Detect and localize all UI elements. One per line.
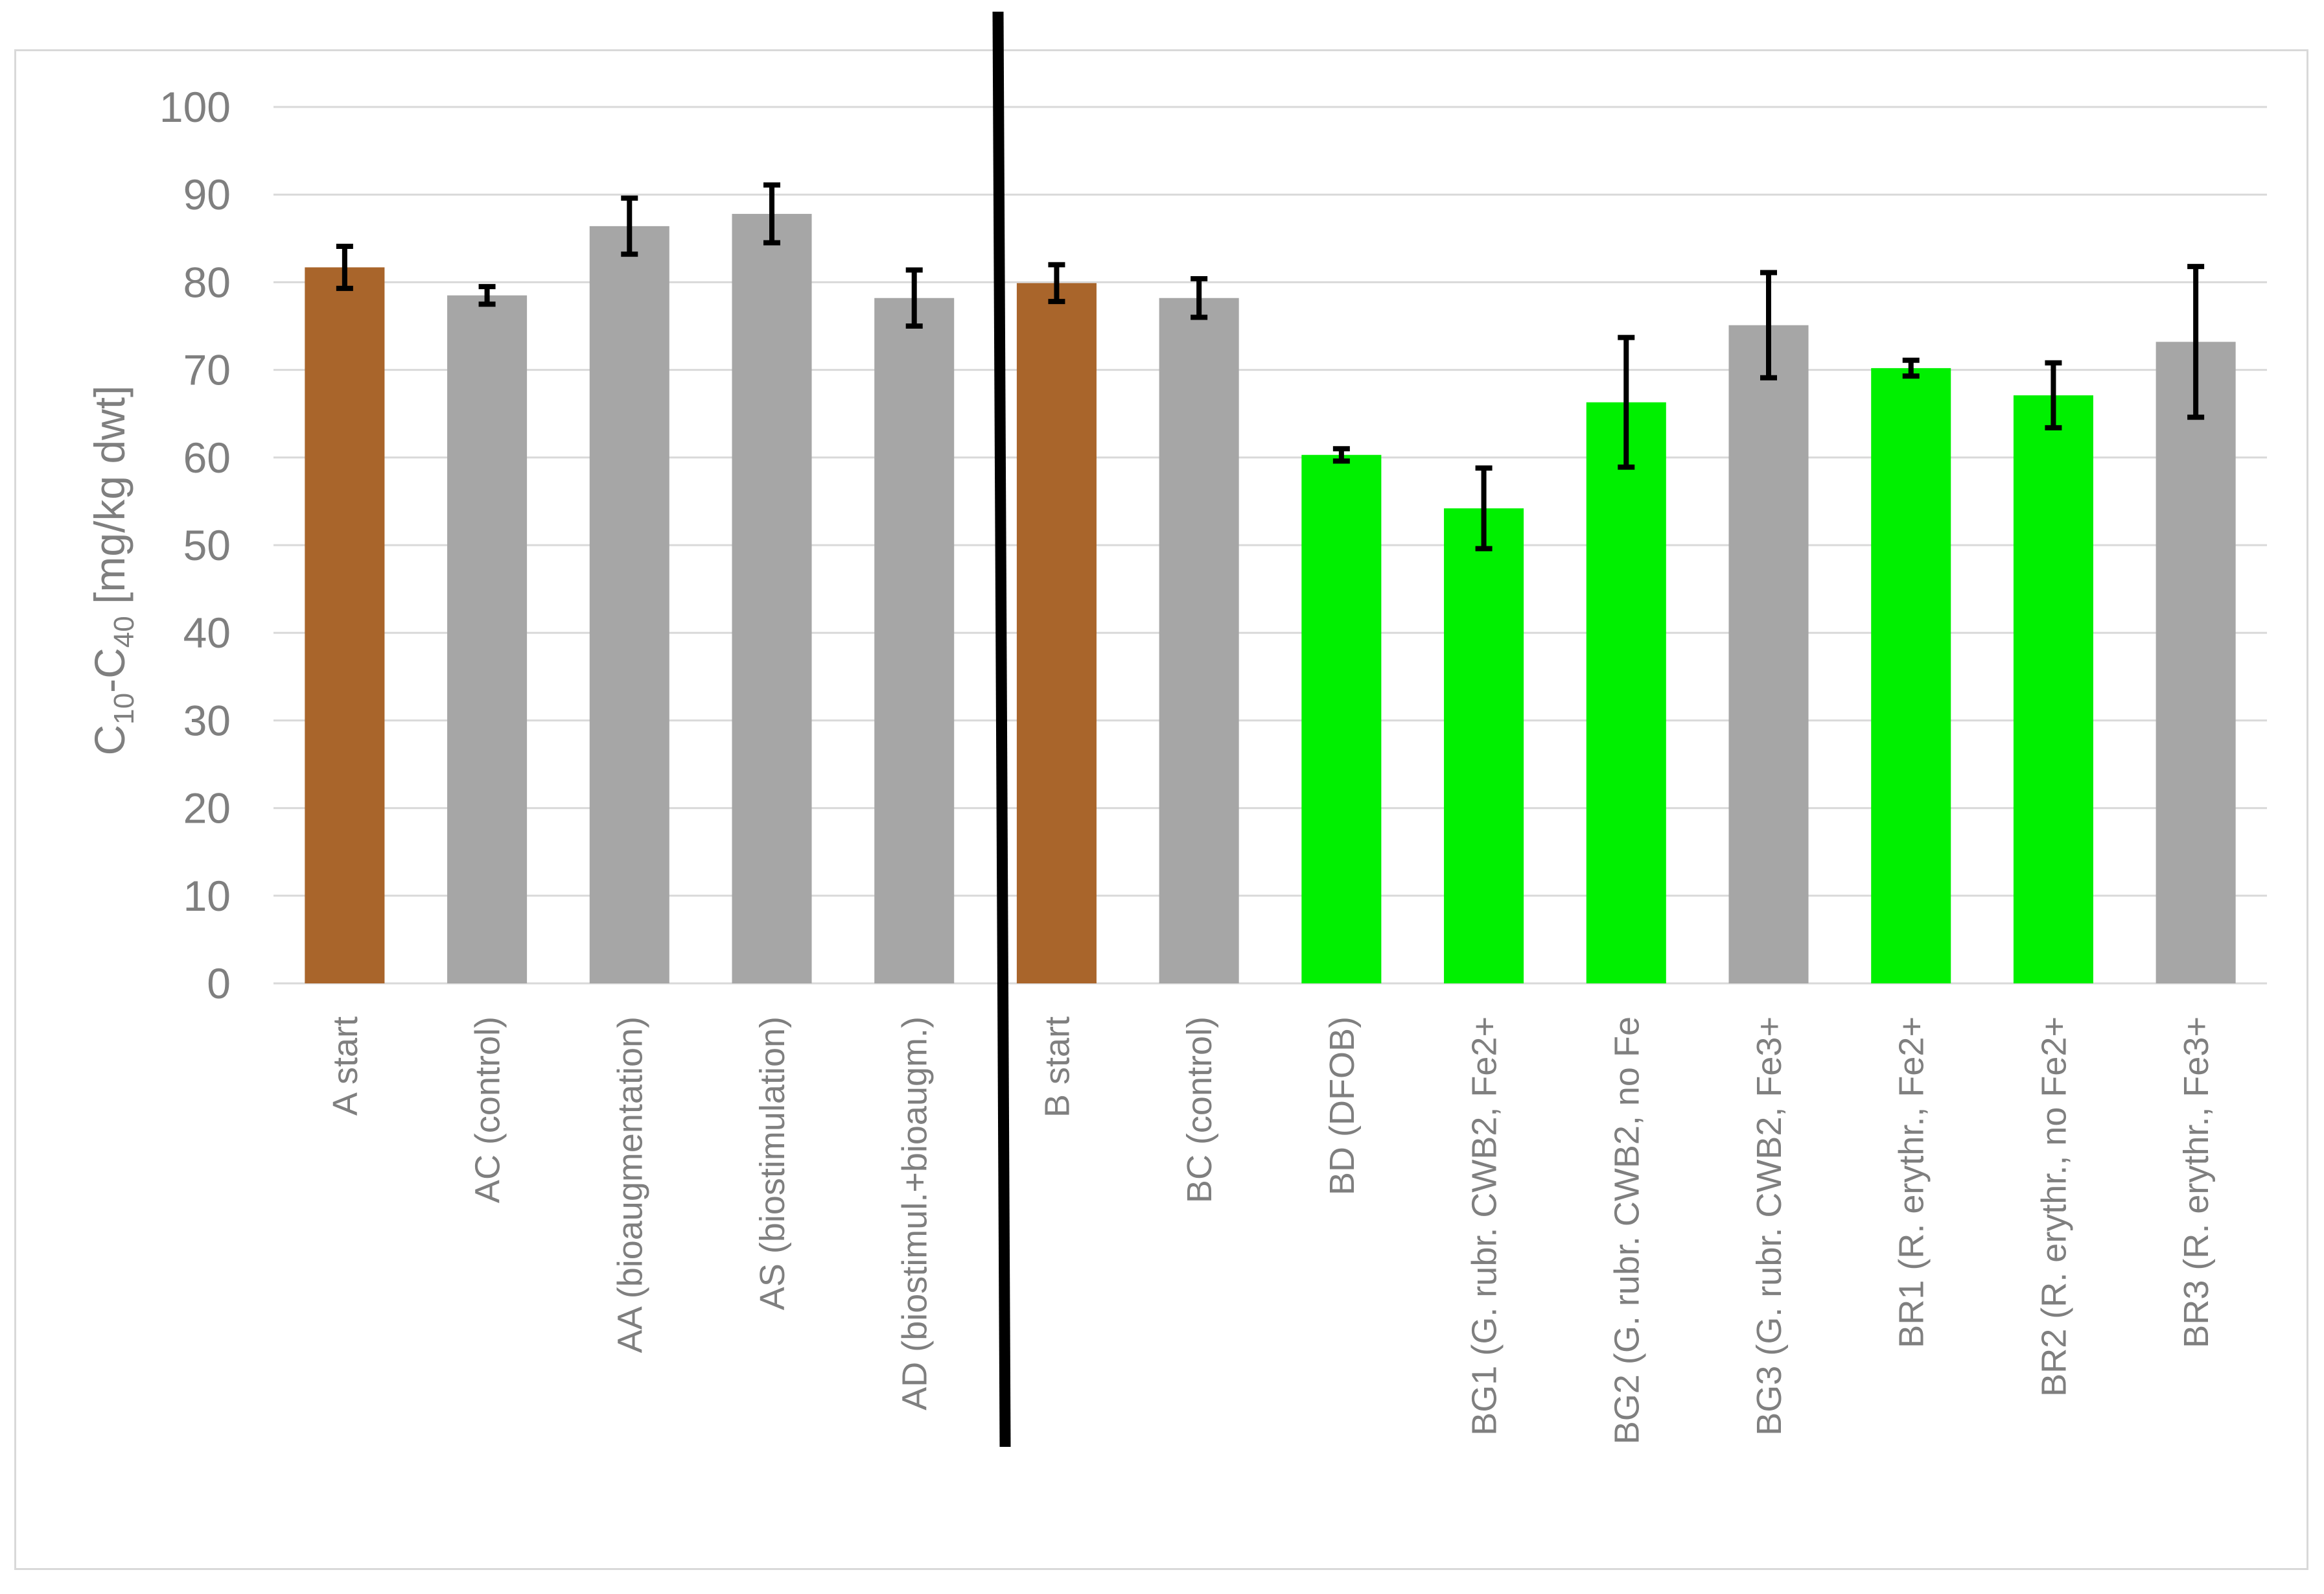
category-label: AD (biostimul.+bioaugm.) (896, 1016, 935, 1411)
bar (305, 267, 385, 983)
separator-line (992, 11, 1011, 1447)
error-bar (1332, 446, 1350, 464)
category-label: A start (326, 1016, 365, 1116)
y-tick-label: 10 (183, 872, 231, 920)
category-label: B start (1038, 1016, 1076, 1118)
y-tick-label: 0 (207, 959, 231, 1007)
error-bar (1191, 275, 1208, 320)
bar (2156, 342, 2236, 983)
y-tick-label: 30 (183, 696, 231, 744)
y-tick-label: 100 (159, 83, 231, 131)
bars (305, 213, 2236, 984)
category-label: BC (control) (1180, 1016, 1219, 1203)
bar (589, 226, 669, 983)
category-label: BG3 (G. rubr. CWB2, Fe3+ (1750, 1016, 1789, 1436)
error-bar (763, 182, 780, 246)
bar (1301, 454, 1382, 983)
category-label: AS (biostimulation) (753, 1016, 792, 1310)
group-separator (992, 11, 1011, 1447)
category-label: AA (bioaugmentation) (610, 1016, 649, 1353)
bar (447, 295, 528, 984)
error-bar (1048, 262, 1065, 305)
y-tick-label: 50 (183, 521, 231, 569)
error-bar (1618, 334, 1635, 470)
y-axis-label: C10-C40 [mg/kg dwt] (86, 385, 140, 755)
bar (1444, 508, 1524, 983)
bar (1586, 402, 1666, 983)
y-tick-label: 20 (183, 784, 231, 832)
error-bar (2045, 360, 2062, 430)
y-tick-label: 80 (183, 258, 231, 306)
category-label: BG2 (G. rubr. CWB2, no Fe (1607, 1016, 1646, 1444)
y-tick-label: 40 (183, 609, 231, 657)
error-bar (478, 284, 496, 307)
y-tick-label: 60 (183, 434, 231, 482)
error-bar (621, 195, 638, 257)
bar (1728, 325, 1809, 983)
bar (1016, 283, 1097, 984)
error-bar (1475, 465, 1493, 552)
bar (874, 298, 955, 984)
error-bars (336, 182, 2205, 552)
y-tick-label: 70 (183, 346, 231, 394)
error-bar (336, 243, 353, 291)
x-axis-categories: A start AC (control) AA (bioaugmentation) A… (326, 1016, 2216, 1444)
bar (732, 213, 812, 984)
y-tick-label: 90 (183, 170, 231, 218)
error-bar (905, 267, 923, 329)
gridlines (273, 106, 2267, 985)
error-bar (1760, 270, 1777, 381)
category-label: AC (control) (469, 1016, 507, 1203)
y-axis-ticks: 0 10 20 30 40 50 60 70 80 90 100 (159, 83, 231, 1007)
error-bar (1902, 357, 1920, 379)
category-label: BR2 (R. erythr., no Fe2+ (2034, 1016, 2073, 1397)
category-label: BG1 (G. rubr. CWB2, Fe2+ (1465, 1016, 1504, 1436)
bar (2013, 395, 2093, 983)
bar (1871, 368, 1951, 983)
error-bar (2187, 264, 2205, 420)
category-label: BR3 (R. erythr., Fe3+ (2177, 1016, 2216, 1348)
category-label: BR1 (R. erythr., Fe2+ (1892, 1016, 1931, 1348)
category-label: BD (DFOB) (1323, 1016, 1362, 1195)
bar (1159, 298, 1239, 984)
